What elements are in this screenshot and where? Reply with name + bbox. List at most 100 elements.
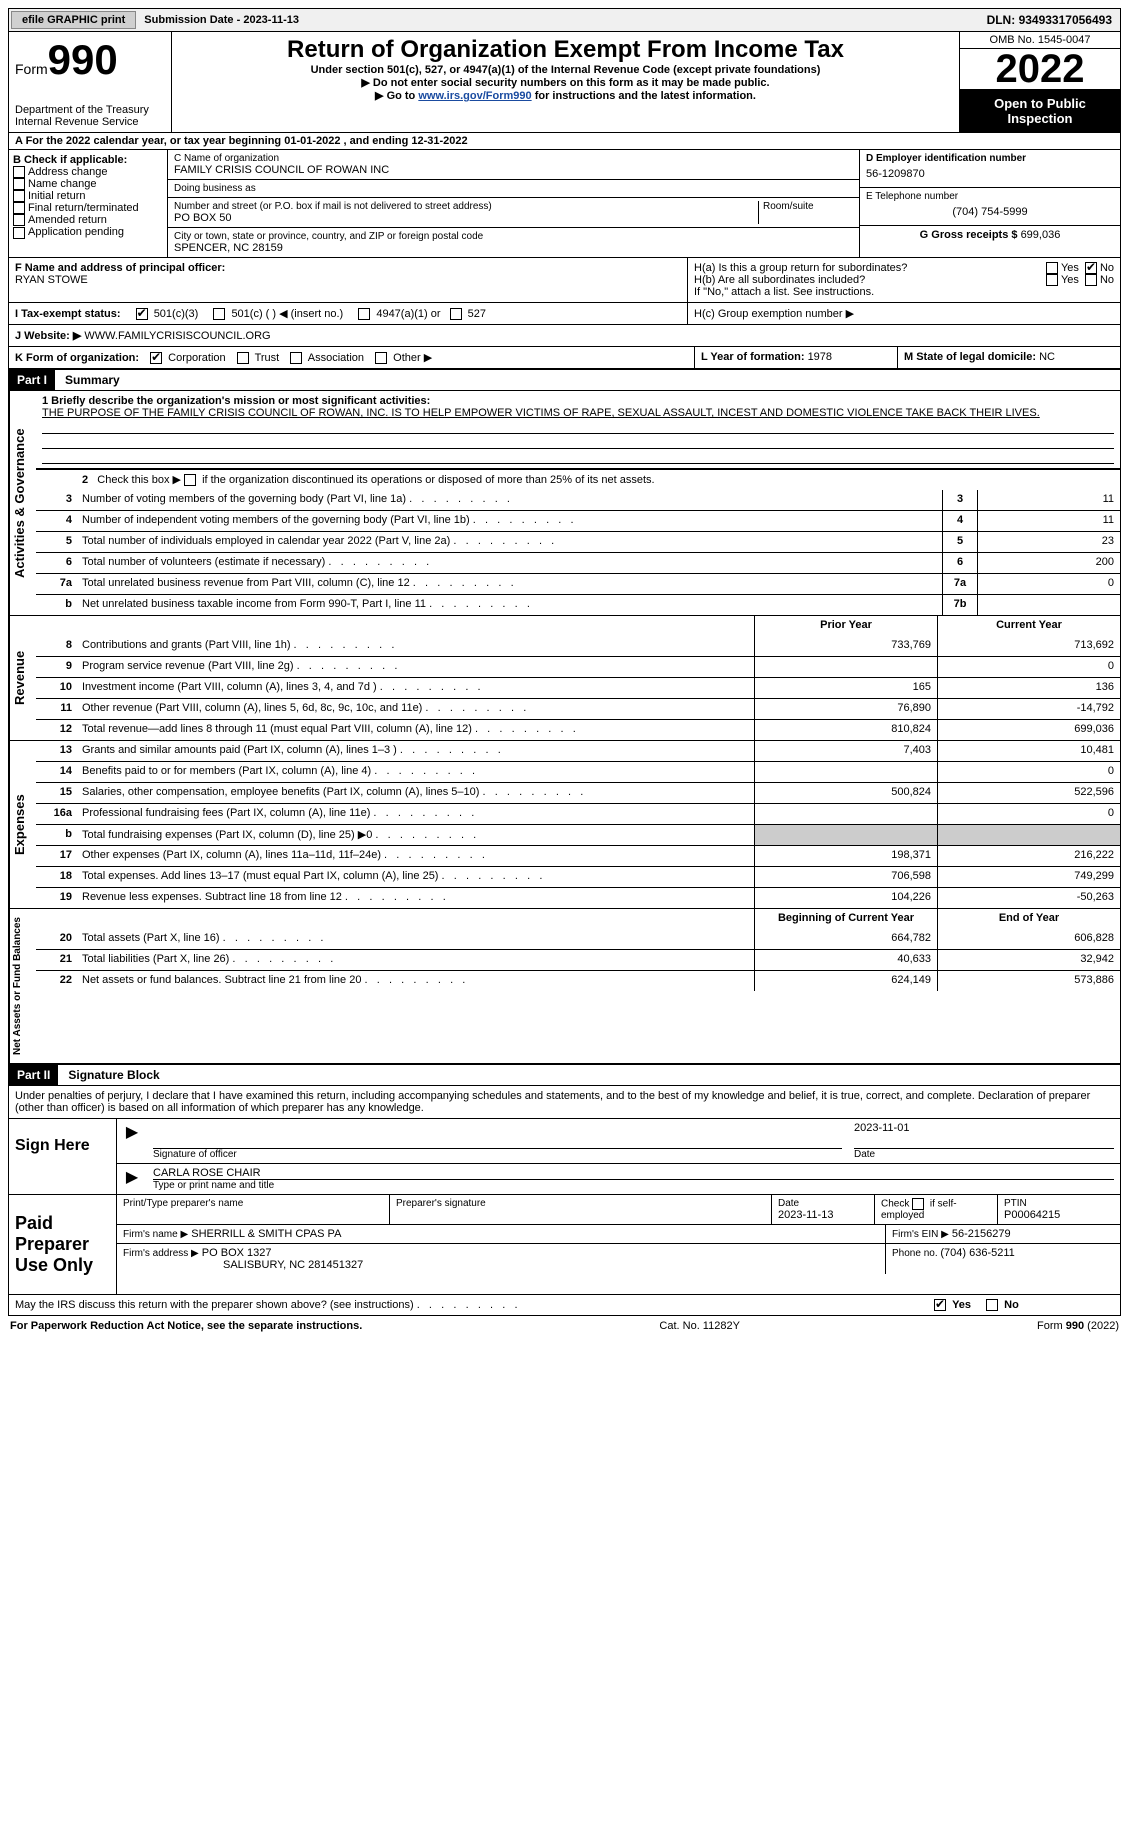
room-label: Room/suite [763,201,853,212]
current-year-hdr: Current Year [937,616,1120,636]
firm-phone: (704) 636-5211 [940,1247,1014,1259]
begin-year-hdr: Beginning of Current Year [754,909,937,929]
final-return-checkbox[interactable] [13,202,25,214]
phone-label: E Telephone number [866,191,1114,202]
row-i: I Tax-exempt status: 501(c)(3) 501(c) ( … [8,303,1121,325]
dln-label: DLN: 93493317056493 [987,13,1120,27]
paid-preparer-label: Paid Preparer Use Only [9,1195,117,1294]
summary-row: 12 Total revenue—add lines 8 through 11 … [36,719,1120,740]
part1-title: Summary [55,373,120,387]
revenue-section: Revenue Prior Year Current Year 8 Contri… [8,616,1121,741]
part1-tag: Part I [9,370,55,390]
arrow-icon: ▶ [117,1119,147,1163]
h-note: If "No," attach a list. See instructions… [694,286,1114,298]
prior-year-hdr: Prior Year [754,616,937,636]
summary-row: 22 Net assets or fund balances. Subtract… [36,970,1120,991]
form-number: Form990 [15,36,165,84]
hb-yes-checkbox[interactable] [1046,274,1058,286]
ptin-val: P00064215 [1004,1209,1114,1221]
hb-no-checkbox[interactable] [1085,274,1097,286]
sig-officer-label: Signature of officer [153,1148,842,1160]
summary-row: 21 Total liabilities (Part X, line 26) 4… [36,949,1120,970]
irs-link[interactable]: www.irs.gov/Form990 [418,90,531,102]
top-bar: efile GRAPHIC print Submission Date - 20… [8,8,1121,32]
firm-ein-label: Firm's EIN ▶ [892,1229,949,1240]
firm-addr-label: Firm's address ▶ [123,1248,199,1259]
subtitle-3: ▶ Go to www.irs.gov/Form990 for instruct… [178,89,953,102]
summary-row: 3 Number of voting members of the govern… [36,490,1120,510]
addr-label: Number and street (or P.O. box if mail i… [174,201,754,212]
summary-row: b Total fundraising expenses (Part IX, c… [36,824,1120,845]
corp-checkbox[interactable] [150,352,162,364]
4947-checkbox[interactable] [358,308,370,320]
q2-checkbox[interactable] [184,474,196,486]
subtitle-1: Under section 501(c), 527, or 4947(a)(1)… [178,64,953,76]
assoc-checkbox[interactable] [290,352,302,364]
phone-value: (704) 754-5999 [866,202,1114,222]
summary-row: 13 Grants and similar amounts paid (Part… [36,741,1120,761]
col-b-label: B Check if applicable: [13,154,163,166]
ha-no-checkbox[interactable] [1085,262,1097,274]
printed-name-label: Type or print name and title [153,1179,1114,1191]
summary-row: 18 Total expenses. Add lines 13–17 (must… [36,866,1120,887]
initial-return-checkbox[interactable] [13,190,25,202]
summary-row: 15 Salaries, other compensation, employe… [36,782,1120,803]
trust-checkbox[interactable] [237,352,249,364]
summary-row: 5 Total number of individuals employed i… [36,531,1120,552]
prep-print-label: Print/Type preparer's name [123,1198,383,1209]
dept-label: Department of the Treasury [15,104,165,116]
subtitle-2: ▶ Do not enter social security numbers o… [178,76,953,89]
addr-change-checkbox[interactable] [13,166,25,178]
form-title: Return of Organization Exempt From Incom… [178,36,953,64]
summary-row: 8 Contributions and grants (Part VIII, l… [36,636,1120,656]
name-change-checkbox[interactable] [13,178,25,190]
submission-label: Submission Date - 2023-11-13 [138,14,305,26]
expenses-vlabel: Expenses [9,741,36,908]
paperwork-notice: For Paperwork Reduction Act Notice, see … [10,1320,362,1332]
year-form-label: L Year of formation: [701,351,808,363]
gross-value: 699,036 [1021,229,1061,241]
discuss-no-checkbox[interactable] [986,1299,998,1311]
other-checkbox[interactable] [375,352,387,364]
efile-print-button[interactable]: efile GRAPHIC print [11,11,136,29]
row-k: K Form of organization: Corporation Trus… [8,347,1121,369]
discuss-yes-checkbox[interactable] [934,1299,946,1311]
tax-year: 2022 [960,49,1120,90]
officer-label: F Name and address of principal officer: [15,262,681,274]
amended-checkbox[interactable] [13,214,25,226]
ein-label: D Employer identification number [866,153,1114,164]
501c-checkbox[interactable] [213,308,225,320]
q2-label: 2 Check this box ▶ if the organization d… [78,470,1120,490]
section-identity: B Check if applicable: Address change Na… [8,150,1121,258]
addr-value: PO BOX 50 [174,212,754,224]
summary-row: 17 Other expenses (Part IX, column (A), … [36,845,1120,866]
officer-name: RYAN STOWE [15,274,681,286]
ein-value: 56-1209870 [866,164,1114,184]
hc-label: H(c) Group exemption number ▶ [688,303,1120,324]
city-value: SPENCER, NC 28159 [174,242,853,254]
self-emp-checkbox[interactable] [912,1198,924,1210]
prep-date-label: Date [778,1198,868,1209]
dba-label: Doing business as [174,183,853,194]
firm-ein: 56-2156279 [952,1228,1011,1240]
firm-addr2: SALISBURY, NC 281451327 [123,1259,879,1271]
city-label: City or town, state or province, country… [174,231,853,242]
summary-row: 14 Benefits paid to or for members (Part… [36,761,1120,782]
revenue-vlabel: Revenue [9,616,36,740]
summary-row: b Net unrelated business taxable income … [36,594,1120,615]
ha-label: H(a) Is this a group return for subordin… [694,262,1046,274]
527-checkbox[interactable] [450,308,462,320]
netassets-vlabel: Net Assets or Fund Balances [9,909,36,1063]
501c3-checkbox[interactable] [136,308,148,320]
sig-date-val: 2023-11-01 [854,1122,1114,1148]
prep-date-val: 2023-11-13 [778,1209,868,1221]
part2-title: Signature Block [58,1068,159,1082]
ha-yes-checkbox[interactable] [1046,262,1058,274]
summary-row: 9 Program service revenue (Part VIII, li… [36,656,1120,677]
summary-row: 11 Other revenue (Part VIII, column (A),… [36,698,1120,719]
app-pending-checkbox[interactable] [13,227,25,239]
firm-addr1: PO BOX 1327 [202,1247,272,1259]
website-label: J Website: ▶ [15,330,81,342]
hb-label: H(b) Are all subordinates included? [694,274,1046,286]
part2-bar: Part II Signature Block [8,1064,1121,1086]
